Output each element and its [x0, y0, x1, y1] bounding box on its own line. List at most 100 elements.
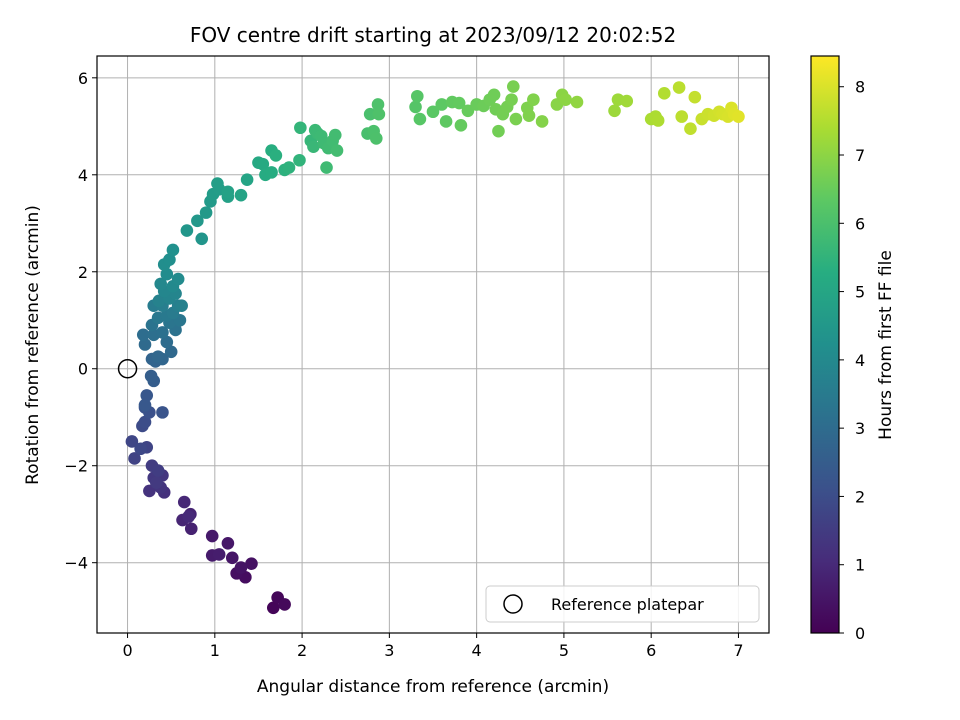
data-point — [265, 166, 278, 179]
data-point — [506, 80, 520, 93]
x-tick-label: 0 — [122, 641, 132, 660]
axes-frame — [96, 55, 770, 634]
data-point — [199, 206, 213, 219]
x-tick-label: 2 — [297, 641, 307, 660]
x-tick-label: 5 — [559, 641, 569, 660]
data-point — [688, 90, 702, 104]
colorbar-tick-label: 4 — [855, 351, 865, 370]
data-point — [439, 115, 453, 128]
y-tick-label: −2 — [64, 457, 88, 476]
data-point — [657, 87, 671, 100]
data-point — [363, 107, 377, 121]
data-point — [144, 369, 158, 383]
data-point — [225, 551, 239, 565]
data-point — [150, 476, 163, 489]
data-point — [570, 95, 584, 109]
data-point — [294, 121, 307, 135]
legend-marker — [503, 594, 523, 614]
data-point — [191, 214, 204, 228]
data-point — [454, 119, 468, 132]
data-point — [160, 335, 174, 349]
data-point — [140, 389, 154, 402]
data-point — [151, 350, 165, 363]
x-tick-label: 6 — [646, 641, 656, 660]
colorbar-tick-label: 6 — [855, 214, 865, 233]
colorbar-tick-label: 8 — [855, 78, 865, 97]
data-point — [559, 93, 572, 106]
data-point — [409, 100, 422, 114]
data-point — [505, 93, 518, 106]
data-point — [195, 232, 209, 246]
data-point — [143, 484, 156, 498]
data-point — [240, 173, 254, 186]
data-point — [205, 529, 219, 543]
colorbar-tick-label: 0 — [855, 624, 865, 643]
data-point — [522, 109, 536, 122]
x-tick-label: 1 — [210, 641, 220, 660]
data-point — [163, 253, 176, 266]
data-point — [151, 464, 165, 477]
x-tick-label: 7 — [733, 641, 743, 660]
legend-label: Reference platepar — [551, 595, 704, 614]
data-point — [256, 157, 270, 171]
data-point — [180, 224, 194, 237]
data-point — [136, 328, 150, 342]
data-point — [461, 104, 475, 118]
data-point — [278, 598, 291, 611]
data-point — [177, 495, 191, 509]
data-point — [138, 398, 152, 412]
legend-box — [485, 585, 760, 623]
x-tick-label: 4 — [472, 641, 482, 660]
data-point — [672, 81, 686, 94]
data-point — [684, 122, 697, 136]
data-point — [138, 415, 152, 429]
data-point — [492, 124, 505, 138]
data-point — [328, 128, 342, 142]
colorbar-gradient — [810, 55, 840, 634]
data-point — [160, 267, 174, 281]
colorbar-tick-label: 1 — [855, 556, 865, 575]
data-point — [234, 561, 248, 574]
data-point — [152, 294, 166, 308]
data-point — [732, 110, 745, 123]
data-point — [410, 89, 424, 103]
x-axis-label: Angular distance from reference (arcmin) — [257, 677, 609, 697]
data-point — [182, 510, 195, 523]
data-point — [282, 161, 296, 174]
data-point — [330, 144, 344, 157]
data-point — [413, 112, 427, 126]
data-point — [171, 272, 185, 286]
data-point — [293, 153, 306, 167]
y-tick-label: 2 — [78, 263, 88, 282]
data-point — [184, 522, 198, 536]
y-tick-label: 0 — [78, 360, 88, 379]
data-point — [211, 177, 224, 190]
colorbar: 0 1 2 3 4 5 6 7 8 — [810, 55, 865, 643]
y-tick-label: 6 — [78, 69, 88, 88]
y-tick-label: 4 — [78, 166, 88, 185]
colorbar-tick-label: 3 — [855, 419, 865, 438]
data-point — [221, 185, 235, 199]
y-tick-label: −4 — [64, 554, 88, 573]
data-point — [266, 601, 280, 615]
data-point — [369, 132, 383, 145]
data-point — [212, 548, 226, 561]
reference-point — [117, 358, 138, 379]
data-point — [535, 115, 549, 128]
data-point — [166, 243, 180, 257]
data-point — [608, 104, 621, 118]
colorbar-label: Hours from first FF file — [876, 250, 896, 440]
data-point — [269, 149, 283, 162]
data-point — [138, 338, 152, 351]
data-point — [527, 93, 540, 106]
data-point — [164, 345, 178, 359]
data-point — [620, 94, 634, 108]
data-point — [175, 299, 188, 313]
data-point — [245, 557, 258, 570]
data-point — [426, 105, 440, 119]
data-point — [154, 277, 168, 291]
data-point — [128, 452, 141, 465]
data-point — [452, 96, 466, 110]
data-point — [651, 114, 665, 127]
